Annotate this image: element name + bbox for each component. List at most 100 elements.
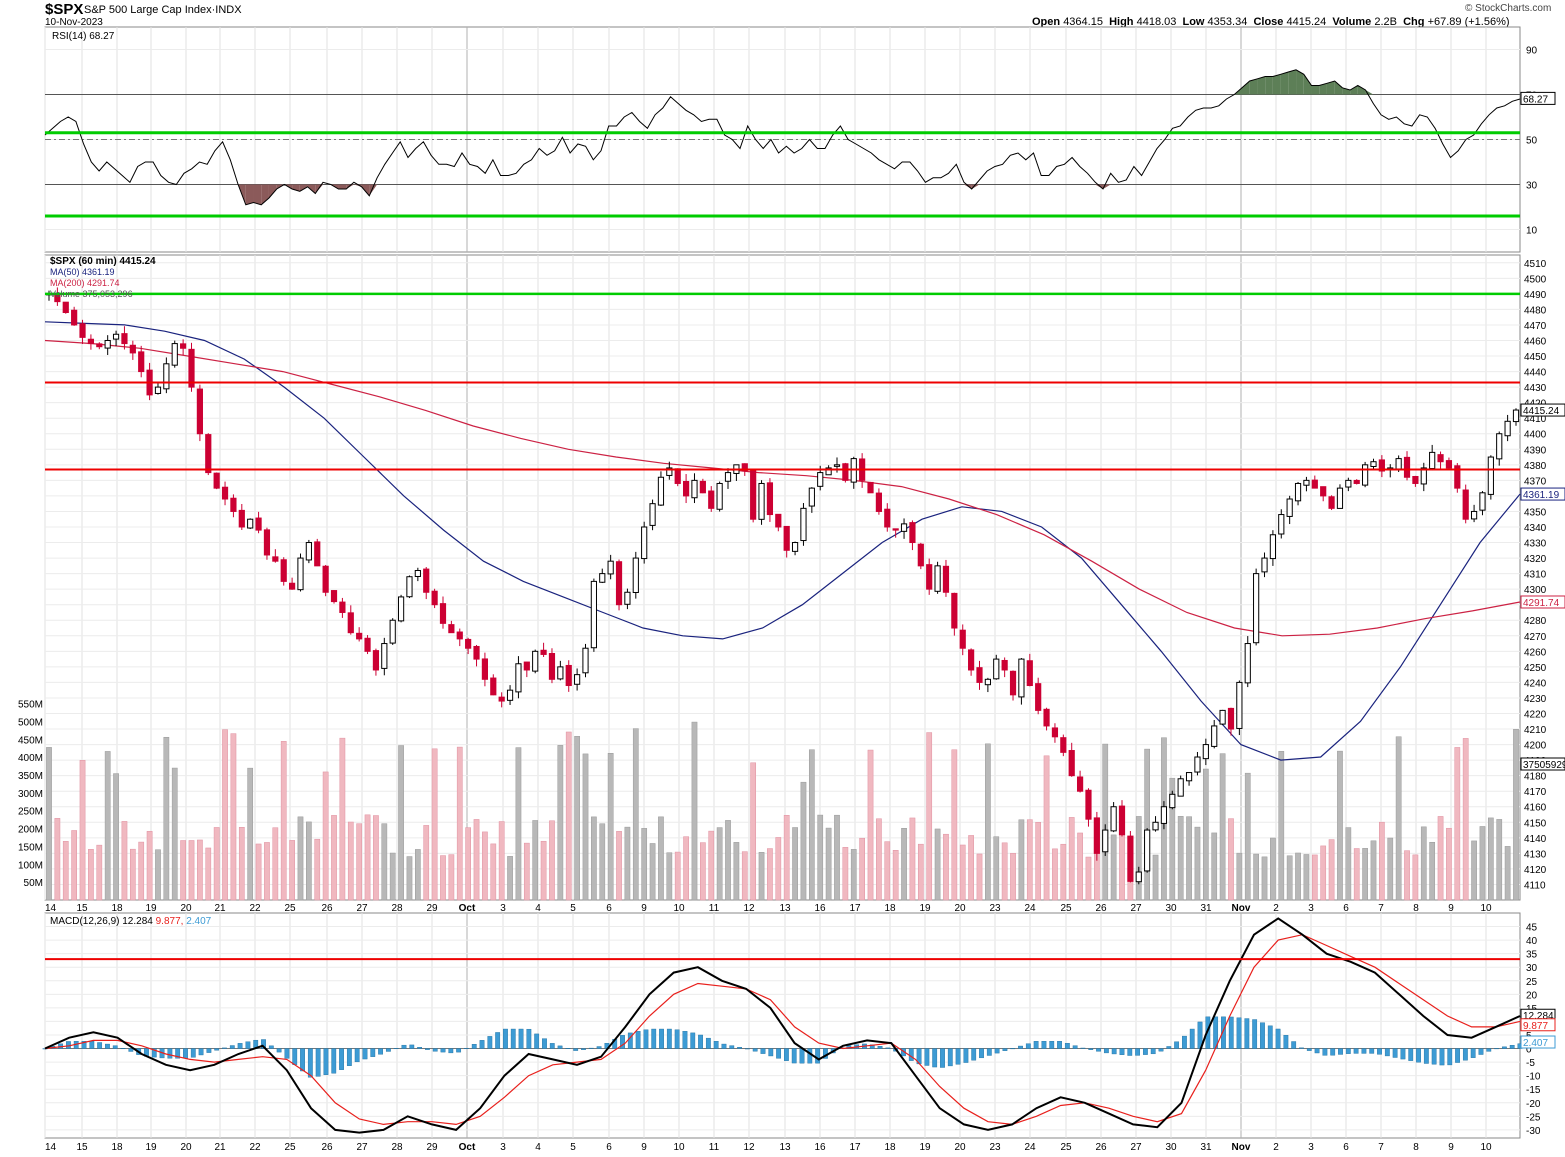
rsi-overbought-fill bbox=[1350, 85, 1358, 95]
volume-tick-label: 350M bbox=[18, 771, 43, 782]
candle-body bbox=[800, 507, 807, 542]
macd-histogram-bar bbox=[666, 1028, 672, 1049]
volume-bar bbox=[515, 747, 522, 901]
volume-last-box bbox=[1520, 757, 1565, 771]
candle-body bbox=[557, 666, 564, 680]
macd-histogram-bar bbox=[331, 1048, 337, 1074]
volume-bar bbox=[1337, 750, 1343, 901]
volume-bar bbox=[104, 751, 111, 901]
macd-histogram-bar bbox=[198, 1048, 204, 1056]
volume-bar bbox=[1496, 819, 1503, 901]
chg-value: +67.89 (+1.56%) bbox=[1427, 16, 1510, 28]
volume-bar bbox=[1412, 854, 1419, 901]
volume-bar bbox=[842, 847, 849, 901]
volume-bar bbox=[1370, 840, 1377, 901]
candle-body bbox=[1026, 660, 1033, 687]
macd-histogram-bar bbox=[1260, 1022, 1265, 1049]
macd-legend-histogram: 2.407 bbox=[186, 916, 211, 927]
volume-bar bbox=[213, 827, 220, 901]
candle-body bbox=[1236, 681, 1243, 729]
volume-bar bbox=[1102, 743, 1109, 901]
macd-histogram-bar bbox=[1049, 1041, 1055, 1049]
candle-body bbox=[171, 343, 178, 366]
volume-bar bbox=[1060, 843, 1067, 901]
macd-histogram-bar bbox=[1283, 1035, 1289, 1049]
candle-body bbox=[1278, 514, 1285, 535]
volume-bar bbox=[171, 767, 178, 901]
volume-bar bbox=[758, 852, 765, 901]
macd-histogram-bar bbox=[1423, 1048, 1429, 1064]
candle-body bbox=[1403, 456, 1411, 478]
chg-label: Chg bbox=[1403, 16, 1425, 28]
volume-bar bbox=[498, 821, 505, 901]
candle-body bbox=[565, 664, 572, 687]
macd-histogram-bar bbox=[292, 1048, 298, 1065]
price-x-tick-label: 19 bbox=[145, 903, 157, 914]
macd-histogram-bar bbox=[1221, 1016, 1226, 1049]
macd-histogram-bar bbox=[1252, 1019, 1258, 1049]
candle-body bbox=[1202, 744, 1209, 760]
high-label: High bbox=[1109, 16, 1134, 28]
candle-body bbox=[716, 482, 723, 510]
ma50-last-value: 4361.19 bbox=[1523, 490, 1560, 501]
macd-histogram-bar bbox=[378, 1048, 383, 1055]
macd-histogram-bar bbox=[596, 1046, 602, 1049]
macd-signal-line bbox=[44, 934, 1521, 1126]
volume-bar bbox=[1278, 751, 1285, 901]
hist-last-value: 2.407 bbox=[1523, 1038, 1548, 1049]
rsi-overbought-fill bbox=[1272, 74, 1281, 95]
volume-bar bbox=[414, 849, 421, 901]
volume-bar bbox=[641, 828, 648, 901]
macd-legend: MACD(12,26,9) 12.284 9.877, 2.407 bbox=[50, 916, 212, 927]
macd-histogram-bar bbox=[1096, 1048, 1101, 1052]
candle-body bbox=[196, 388, 203, 435]
candle-body bbox=[984, 678, 991, 686]
price-legend-title: $SPX (60 min) 4415.24 bbox=[50, 256, 156, 267]
price-x-tick-label: 14 bbox=[45, 903, 57, 914]
macd-histogram-bar bbox=[1330, 1048, 1336, 1056]
volume-bar bbox=[565, 731, 572, 901]
macd-x-tick-label: Oct bbox=[459, 1142, 476, 1153]
macd-histogram-bar bbox=[112, 1045, 118, 1049]
macd-x-tick-label: 20 bbox=[954, 1142, 966, 1153]
candle-body bbox=[1093, 817, 1100, 854]
volume-bar bbox=[465, 827, 471, 901]
volume-bar bbox=[825, 827, 832, 901]
price-tick-label: 4140 bbox=[1524, 834, 1547, 845]
rsi-overbought-fill bbox=[1311, 85, 1320, 95]
macd-histogram-bar bbox=[1119, 1048, 1125, 1055]
volume-bar bbox=[440, 855, 446, 901]
candle-body bbox=[1395, 458, 1402, 470]
volume-bar bbox=[1010, 852, 1016, 901]
macd-histogram-bar bbox=[339, 1048, 344, 1070]
volume-bar bbox=[1026, 819, 1033, 901]
candle-body bbox=[62, 301, 69, 314]
macd-histogram-bar bbox=[807, 1048, 813, 1064]
rsi-overbought-fill bbox=[1241, 81, 1250, 95]
candle-body bbox=[439, 603, 447, 624]
macd-histogram-bar bbox=[417, 1047, 423, 1049]
macd-histogram-bar bbox=[105, 1043, 110, 1049]
candle-body bbox=[1118, 805, 1126, 836]
macd-tick-label: -5 bbox=[1526, 1058, 1535, 1069]
macd-histogram-bar bbox=[885, 1047, 891, 1049]
macd-tick-label: -30 bbox=[1526, 1126, 1541, 1137]
price-x-tick-label: 31 bbox=[1200, 903, 1212, 914]
macd-histogram-bar bbox=[620, 1035, 625, 1049]
volume-bar bbox=[607, 753, 614, 901]
candle-body bbox=[381, 643, 388, 669]
volume-bar bbox=[356, 823, 363, 901]
volume-bar bbox=[557, 745, 564, 901]
candle-body bbox=[1311, 479, 1318, 489]
volume-bar bbox=[96, 844, 103, 901]
macd-histogram-bar bbox=[776, 1048, 781, 1059]
candle-body bbox=[1378, 459, 1385, 472]
volume-bar bbox=[272, 827, 279, 901]
volume-bar bbox=[1144, 748, 1151, 901]
volume-bar bbox=[197, 839, 203, 901]
candle-body bbox=[724, 472, 732, 482]
price-x-tick-label: 15 bbox=[76, 903, 88, 914]
macd-histogram-bar bbox=[1228, 1016, 1234, 1049]
macd-histogram-bar bbox=[81, 1041, 87, 1049]
